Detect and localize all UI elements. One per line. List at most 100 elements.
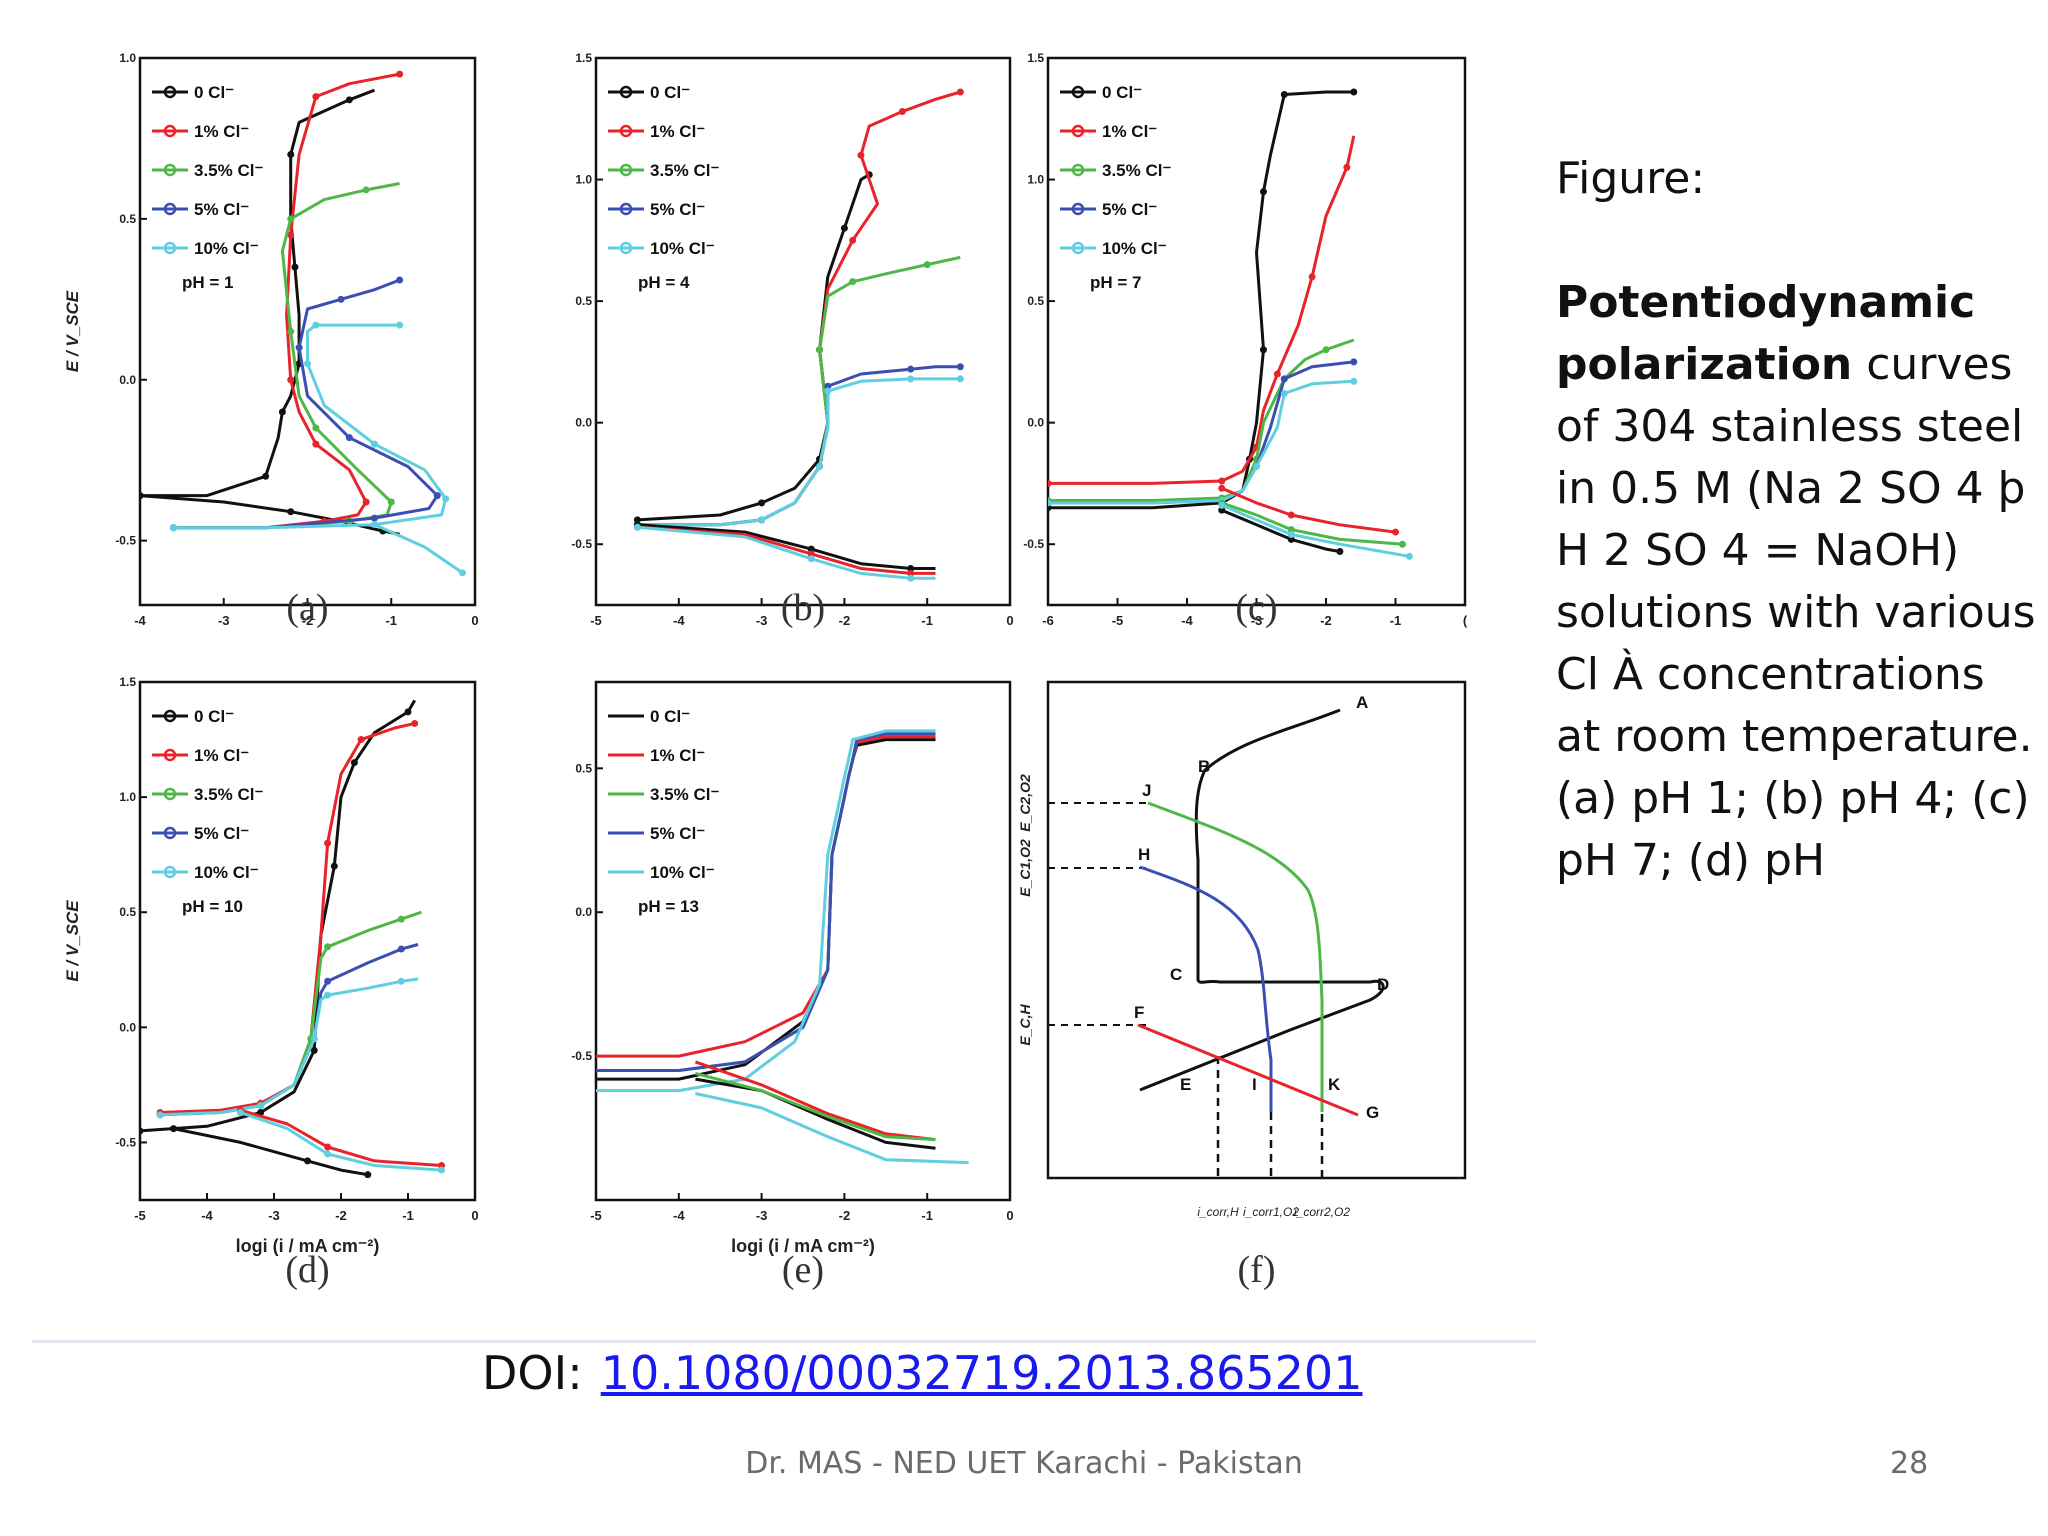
series-line — [637, 525, 936, 575]
data-point — [287, 151, 295, 159]
ph-annotation: pH = 10 — [182, 897, 243, 916]
plot-area: -5 -4 -3 -2 -1 0 -0.5 0.0 0.5 1.0 1.5 0 Cl⁻ 1% Cl⁻ 3.… — [571, 51, 1013, 628]
y-tick-label: -0.5 — [571, 1049, 592, 1063]
x-axis-label: logi (i / mA cm⁻²) — [731, 1236, 875, 1256]
data-point — [807, 550, 815, 558]
data-point — [1350, 358, 1358, 366]
legend-label: 10% Cl⁻ — [194, 239, 259, 258]
data-point — [257, 1102, 265, 1110]
legend-label: 0 Cl⁻ — [650, 707, 690, 726]
data-point — [1259, 188, 1267, 196]
data-point — [907, 569, 915, 577]
y-tick-label: 0.5 — [1027, 294, 1044, 308]
data-point — [397, 945, 405, 953]
x-tick-label: -4 — [201, 1208, 213, 1223]
data-point — [404, 708, 412, 716]
data-point — [807, 555, 815, 563]
data-point — [840, 224, 848, 232]
data-point — [633, 516, 641, 524]
data-point — [898, 107, 906, 115]
plot-area: -4 -3 -2 -1 0 -0.5 0.0 0.5 1.0 E / V_SCE 0 Cl⁻ 1% C… — [63, 51, 479, 628]
series-group — [1048, 88, 1413, 560]
legend-marker — [163, 124, 177, 138]
legend-label: 10% Cl⁻ — [1102, 239, 1167, 258]
legend-label: 5% Cl⁻ — [194, 824, 249, 843]
y-axis-label: E_C2,O2 — [1017, 774, 1033, 832]
data-point — [956, 375, 964, 383]
point-label-h: H — [1138, 845, 1150, 864]
x-tick-label: 0 — [471, 613, 478, 628]
legend-marker — [163, 709, 177, 723]
y-tick-label: 0.0 — [119, 1020, 136, 1034]
x-tick-label: -5 — [1112, 613, 1124, 628]
legend-label: 3.5% Cl⁻ — [650, 785, 719, 804]
legend-marker — [163, 241, 177, 255]
legend-marker — [619, 163, 633, 177]
y-tick-label: 0.5 — [119, 905, 136, 919]
data-point — [442, 495, 450, 503]
data-point — [312, 93, 320, 101]
panel-letter: (c) — [1235, 587, 1277, 629]
legend-label: 5% Cl⁻ — [650, 200, 705, 219]
data-point — [330, 862, 338, 870]
x-tick-label: -1 — [921, 613, 933, 628]
series-group — [140, 699, 445, 1179]
y-tick-label: -0.5 — [115, 1135, 136, 1149]
data-point — [140, 492, 144, 500]
panel-letter: (a) — [286, 587, 328, 629]
data-point — [156, 1111, 164, 1119]
ph-annotation: pH = 1 — [182, 273, 234, 292]
data-point — [907, 574, 915, 582]
legend-label: 3.5% Cl⁻ — [194, 161, 263, 180]
data-point — [1350, 377, 1358, 385]
page-number: 28 — [1890, 1446, 1929, 1481]
data-point — [170, 524, 177, 532]
doi-label: DOI: — [482, 1346, 583, 1400]
data-point — [312, 321, 320, 329]
x-tick-label: -4 — [134, 613, 146, 628]
legend-label: 1% Cl⁻ — [650, 122, 705, 141]
data-point — [287, 215, 295, 223]
legend-marker — [1071, 202, 1085, 216]
point-label-i: I — [1252, 1075, 1257, 1094]
legend-marker — [619, 202, 633, 216]
y-tick-label: 1.0 — [119, 790, 136, 804]
data-point — [310, 1046, 318, 1054]
legend-marker — [163, 865, 177, 879]
legend-marker — [163, 826, 177, 840]
data-point — [1343, 163, 1351, 171]
data-point — [295, 344, 303, 352]
data-point — [324, 1150, 332, 1158]
legend-label: 5% Cl⁻ — [650, 824, 705, 843]
y-tick-label: 1.5 — [1027, 51, 1044, 65]
data-point — [170, 1125, 177, 1133]
x-tick-label: -5 — [134, 1208, 146, 1223]
series-line — [1048, 135, 1356, 485]
panel-letter: (b) — [781, 587, 825, 629]
y-tick-label: 0.0 — [575, 905, 592, 919]
point-label-f: F — [1134, 1003, 1144, 1022]
data-point — [956, 88, 964, 96]
y-tick-label: 0.5 — [119, 212, 136, 226]
series-group — [140, 70, 466, 577]
x-tick-label: -2 — [839, 613, 851, 628]
data-point — [287, 231, 295, 239]
data-point — [312, 424, 320, 432]
data-point — [907, 365, 915, 373]
series-line — [637, 377, 961, 527]
y-tick-label: 1.0 — [1027, 173, 1044, 187]
doi-link[interactable]: 10.1080/00032719.2013.865201 — [600, 1346, 1363, 1400]
data-point — [397, 915, 405, 923]
x-tick-label: -1 — [402, 1208, 414, 1223]
plot-frame — [594, 56, 1012, 607]
legend-label: 3.5% Cl⁻ — [194, 785, 263, 804]
data-point — [1350, 88, 1358, 96]
panel-c: -6 -5 -4 -3 -2 -1 (-0.5 0.0 0.5 1.0 1.5 0 Cl⁻ 1% Cl⁻… — [1023, 51, 1468, 629]
doi-line: DOI: 10.1080/00032719.2013.865201 — [482, 1346, 1362, 1400]
series-line — [140, 88, 376, 498]
legend-label: 1% Cl⁻ — [650, 746, 705, 765]
data-point — [433, 492, 441, 500]
data-point — [364, 1171, 372, 1179]
data-point — [849, 236, 857, 244]
x-tick-label: -3 — [756, 1208, 768, 1223]
